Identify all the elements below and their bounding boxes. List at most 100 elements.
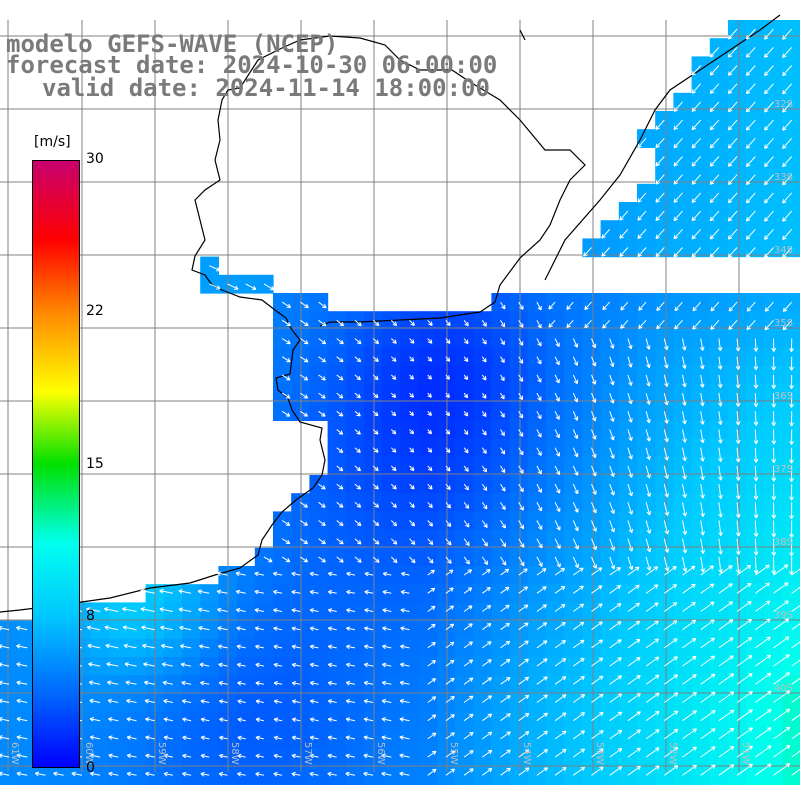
wind-arrow	[163, 753, 174, 759]
wind-arrow	[771, 502, 777, 519]
wind-arrow	[682, 728, 697, 740]
wind-arrow	[500, 586, 510, 594]
wind-arrow	[736, 655, 753, 667]
wind-arrow	[782, 101, 793, 113]
wind-arrow	[445, 714, 455, 722]
wind-arrow	[627, 411, 633, 423]
wind-arrow	[736, 709, 753, 722]
wind-arrow	[327, 571, 337, 577]
wind-cell	[382, 638, 401, 658]
wind-cell	[182, 620, 201, 640]
wind-arrow	[755, 727, 772, 740]
wind-arrow	[354, 429, 361, 435]
wind-arrow	[182, 717, 192, 722]
wind-arrow	[591, 603, 603, 612]
wind-arrow	[572, 465, 579, 476]
wind-arrow	[255, 681, 264, 686]
wind-arrow	[273, 681, 283, 686]
wind-cell	[163, 657, 183, 676]
wind-arrow	[500, 520, 506, 529]
wind-arrow	[463, 641, 473, 649]
wind-cell	[364, 729, 383, 749]
wind-arrow	[663, 338, 669, 351]
wind-arrow	[591, 675, 604, 685]
wind-arrow	[255, 735, 264, 741]
wind-cell	[364, 620, 383, 640]
wind-arrow	[727, 192, 738, 204]
wind-arrow	[126, 753, 137, 759]
wind-cell	[182, 729, 201, 749]
wind-cell	[200, 766, 219, 785]
wind-arrow	[209, 265, 221, 272]
wind-arrow	[645, 556, 652, 571]
wind-cell	[273, 748, 292, 767]
wind-arrow	[500, 502, 506, 511]
wind-cell	[309, 766, 329, 785]
wind-arrow	[709, 119, 720, 131]
wind-arrow	[771, 393, 777, 408]
wind-cell	[182, 638, 201, 658]
wind-arrow	[554, 520, 561, 531]
wind-cell	[382, 711, 401, 731]
wind-arrow	[0, 735, 10, 740]
wind-cell	[400, 766, 420, 785]
wind-arrow	[717, 374, 723, 389]
wind-arrow	[445, 483, 451, 490]
wind-arrow	[572, 429, 579, 439]
wind-cell	[382, 675, 401, 694]
wind-arrow	[645, 638, 659, 649]
wind-arrow	[145, 717, 155, 722]
wind-arrow	[637, 137, 647, 149]
wind-arrow	[536, 429, 542, 438]
wind-arrow	[291, 589, 301, 595]
wind-arrow	[773, 672, 790, 685]
wind-arrow	[255, 644, 264, 650]
wind-arrow	[281, 556, 291, 563]
wind-arrow	[728, 301, 738, 312]
wind-arrow	[773, 582, 789, 594]
wind-arrow	[735, 465, 741, 481]
wind-arrow	[655, 228, 665, 240]
wind-arrow	[718, 637, 734, 649]
wind-cell	[327, 766, 347, 785]
wind-arrow	[554, 502, 561, 513]
lon-label: 54W	[521, 742, 532, 765]
wind-arrow	[764, 83, 774, 95]
wind-arrow	[500, 374, 505, 382]
wind-arrow	[309, 771, 319, 777]
colorbar-tick: 22	[86, 303, 104, 319]
wind-arrow	[663, 556, 670, 572]
wind-arrow	[771, 429, 777, 445]
wind-arrow	[536, 556, 543, 567]
wind-arrow	[700, 565, 714, 576]
wind-arrow	[291, 571, 301, 577]
wind-arrow	[235, 589, 246, 595]
lon-label: 59W	[156, 742, 167, 765]
wind-arrow	[709, 101, 720, 113]
wind-arrow	[699, 338, 705, 351]
wind-arrow	[753, 502, 759, 519]
wind-cell	[327, 711, 347, 731]
wind-arrow	[673, 101, 683, 112]
wind-arrow	[500, 677, 511, 685]
wind-arrow	[273, 626, 283, 631]
wind-arrow	[745, 228, 756, 240]
wind-arrow	[481, 556, 489, 565]
wind-arrow	[655, 119, 665, 130]
colorbar-unit: [m/s]	[34, 134, 71, 150]
wind-arrow	[627, 602, 640, 612]
wind-arrow	[409, 465, 415, 472]
lon-label: 58W	[229, 742, 240, 765]
wind-arrow	[327, 608, 337, 613]
wind-arrow	[445, 569, 454, 576]
wind-arrow	[773, 745, 791, 758]
wind-arrow	[691, 192, 702, 203]
wind-arrow	[764, 119, 774, 131]
wind-arrow	[399, 735, 410, 740]
wind-arrow	[235, 571, 246, 577]
wind-arrow	[573, 567, 584, 576]
wind-arrow	[482, 659, 492, 667]
wind-arrow	[764, 228, 774, 240]
wind-cell	[91, 657, 110, 676]
wind-arrow	[627, 765, 641, 776]
